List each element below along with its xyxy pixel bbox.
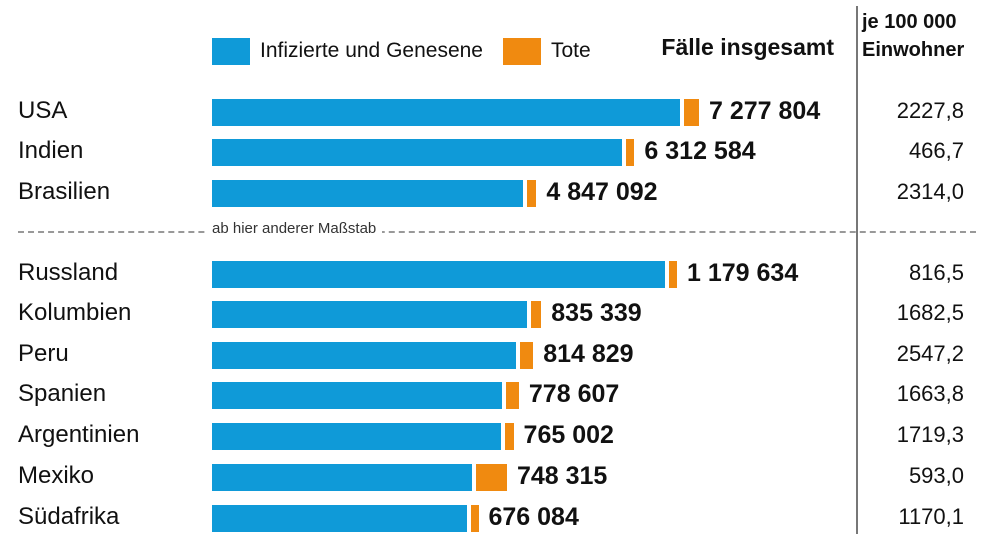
total-cases-label: 778 607	[528, 380, 620, 408]
bar-deaths	[505, 423, 514, 450]
bar-deaths	[526, 180, 537, 207]
per-capita-value: 816,5	[908, 260, 964, 285]
country-label: Russland	[18, 259, 119, 286]
country-label: USA	[18, 97, 68, 124]
country-label: Argentinien	[18, 421, 140, 448]
total-cases-label: 6 312 584	[644, 137, 756, 165]
bar-row-usa: USA 7 277 804 2227,8	[0, 96, 994, 130]
bar-infected	[212, 505, 467, 532]
per-capita-value: 1719,3	[896, 422, 964, 447]
per-capita-value: 1682,5	[896, 300, 964, 325]
total-cases-label: 765 002	[523, 421, 614, 449]
country-label: Mexiko	[18, 462, 95, 489]
legend-swatch-infected	[212, 37, 250, 65]
country-label: Spanien	[18, 380, 107, 407]
bar-row-brasilien: Brasilien 4 847 092 2314,0	[0, 177, 994, 211]
bar-deaths	[506, 382, 519, 409]
bar-deaths	[520, 342, 534, 369]
bar-row-spanien: Spanien 778 607 1663,8	[0, 379, 994, 413]
total-cases-label: 835 339	[551, 299, 642, 327]
bar-infected	[212, 99, 681, 126]
bar-infected	[212, 180, 523, 207]
country-label: Südafrika	[18, 503, 120, 530]
scale-divider-label: ab hier anderer Maßstab	[206, 220, 383, 237]
per-capita-value: 1170,1	[898, 504, 964, 529]
bar-infected	[212, 301, 528, 328]
legend: Infizierte und Genesene Tote	[212, 36, 611, 66]
per-capita-value: 466,7	[908, 138, 964, 163]
per-capita-value: 593,0	[908, 463, 964, 488]
legend-label-deaths: Tote	[550, 39, 591, 62]
bar-infected	[212, 261, 665, 288]
column-separator	[856, 6, 858, 534]
bar-infected	[212, 342, 517, 369]
bar-row-mexiko: Mexiko 748 315 593,0	[0, 461, 994, 495]
country-label: Peru	[18, 340, 69, 367]
header-per-capita: je 100 000 Einwohner	[862, 8, 964, 64]
legend-label-infected: Infizierte und Genesene	[260, 39, 483, 62]
bar-deaths	[476, 464, 507, 491]
per-capita-value: 2547,2	[896, 341, 964, 366]
total-cases-label: 4 847 092	[546, 178, 658, 206]
header-per-capita-line1: je 100 000	[862, 11, 957, 33]
total-cases-label: 7 277 804	[709, 97, 821, 125]
bar-deaths	[531, 301, 542, 328]
per-capita-value: 2314,0	[896, 179, 964, 204]
bar-infected	[212, 464, 473, 491]
bar-row-indien: Indien 6 312 584 466,7	[0, 136, 994, 170]
total-cases-label: 814 829	[543, 340, 634, 368]
country-label: Kolumbien	[18, 299, 132, 326]
scale-divider	[18, 231, 976, 233]
bar-infected	[212, 382, 503, 409]
bar-deaths	[626, 139, 635, 166]
bar-deaths	[684, 99, 699, 126]
total-cases-label: 1 179 634	[687, 259, 799, 287]
bar-row-kolumbien: Kolumbien 835 339 1682,5	[0, 298, 994, 332]
bar-row-russland: Russland 1 179 634 816,5	[0, 258, 994, 292]
country-label: Brasilien	[18, 178, 111, 205]
bar-infected	[212, 423, 502, 450]
bar-row-argentinien: Argentinien 765 002 1719,3	[0, 420, 994, 454]
bar-deaths	[668, 261, 677, 288]
bar-deaths	[470, 505, 479, 532]
legend-swatch-deaths	[502, 37, 541, 65]
total-cases-label: 676 084	[488, 503, 579, 531]
country-label: Indien	[18, 137, 84, 164]
bar-infected	[212, 139, 623, 166]
total-cases-label: 748 315	[516, 462, 608, 490]
header-total: Fälle insgesamt	[661, 34, 834, 60]
header-per-capita-line2: Einwohner	[862, 39, 965, 61]
per-capita-value: 1663,8	[896, 381, 964, 406]
per-capita-value: 2227,8	[896, 98, 964, 123]
bar-row-südafrika: Südafrika 676 084 1170,1	[0, 502, 994, 536]
bar-row-peru: Peru 814 829 2547,2	[0, 339, 994, 373]
